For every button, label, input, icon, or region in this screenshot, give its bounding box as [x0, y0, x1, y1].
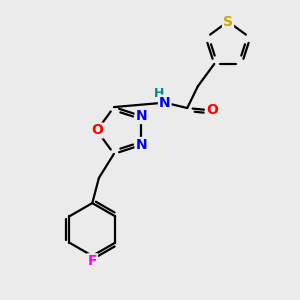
Text: H: H	[154, 86, 164, 100]
Text: N: N	[136, 138, 147, 152]
Text: N: N	[159, 96, 171, 110]
Text: N: N	[136, 109, 147, 123]
Text: O: O	[91, 124, 103, 137]
Text: O: O	[206, 103, 218, 117]
Text: S: S	[223, 15, 233, 28]
Text: F: F	[88, 254, 97, 268]
